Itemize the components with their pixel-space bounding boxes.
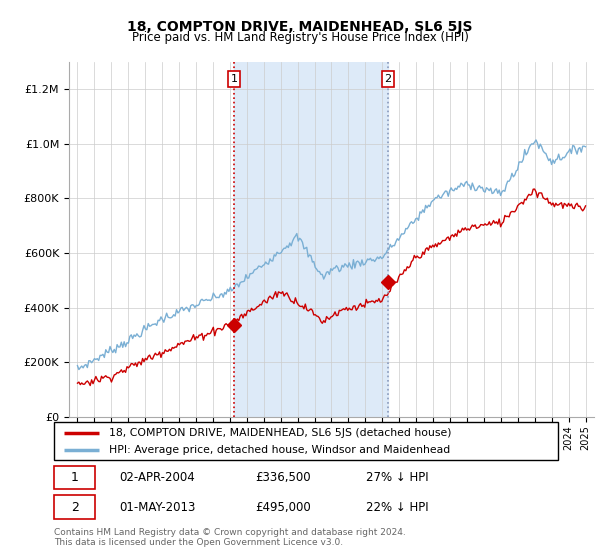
- Text: 01-MAY-2013: 01-MAY-2013: [119, 501, 196, 514]
- Text: Price paid vs. HM Land Registry's House Price Index (HPI): Price paid vs. HM Land Registry's House …: [131, 31, 469, 44]
- Text: Contains HM Land Registry data © Crown copyright and database right 2024.
This d: Contains HM Land Registry data © Crown c…: [54, 528, 406, 547]
- FancyBboxPatch shape: [54, 466, 95, 489]
- Text: HPI: Average price, detached house, Windsor and Maidenhead: HPI: Average price, detached house, Wind…: [109, 445, 451, 455]
- Text: 18, COMPTON DRIVE, MAIDENHEAD, SL6 5JS: 18, COMPTON DRIVE, MAIDENHEAD, SL6 5JS: [127, 20, 473, 34]
- Text: £336,500: £336,500: [256, 471, 311, 484]
- Text: 27% ↓ HPI: 27% ↓ HPI: [367, 471, 429, 484]
- Text: 02-APR-2004: 02-APR-2004: [119, 471, 195, 484]
- Bar: [234, 62, 388, 417]
- Text: 2: 2: [71, 501, 79, 514]
- Text: 1: 1: [230, 74, 238, 84]
- FancyBboxPatch shape: [54, 422, 558, 460]
- Text: 22% ↓ HPI: 22% ↓ HPI: [367, 501, 429, 514]
- Text: 18, COMPTON DRIVE, MAIDENHEAD, SL6 5JS (detached house): 18, COMPTON DRIVE, MAIDENHEAD, SL6 5JS (…: [109, 427, 452, 437]
- FancyBboxPatch shape: [54, 496, 95, 519]
- Text: £495,000: £495,000: [256, 501, 311, 514]
- Text: 2: 2: [385, 74, 391, 84]
- Text: 1: 1: [71, 471, 79, 484]
